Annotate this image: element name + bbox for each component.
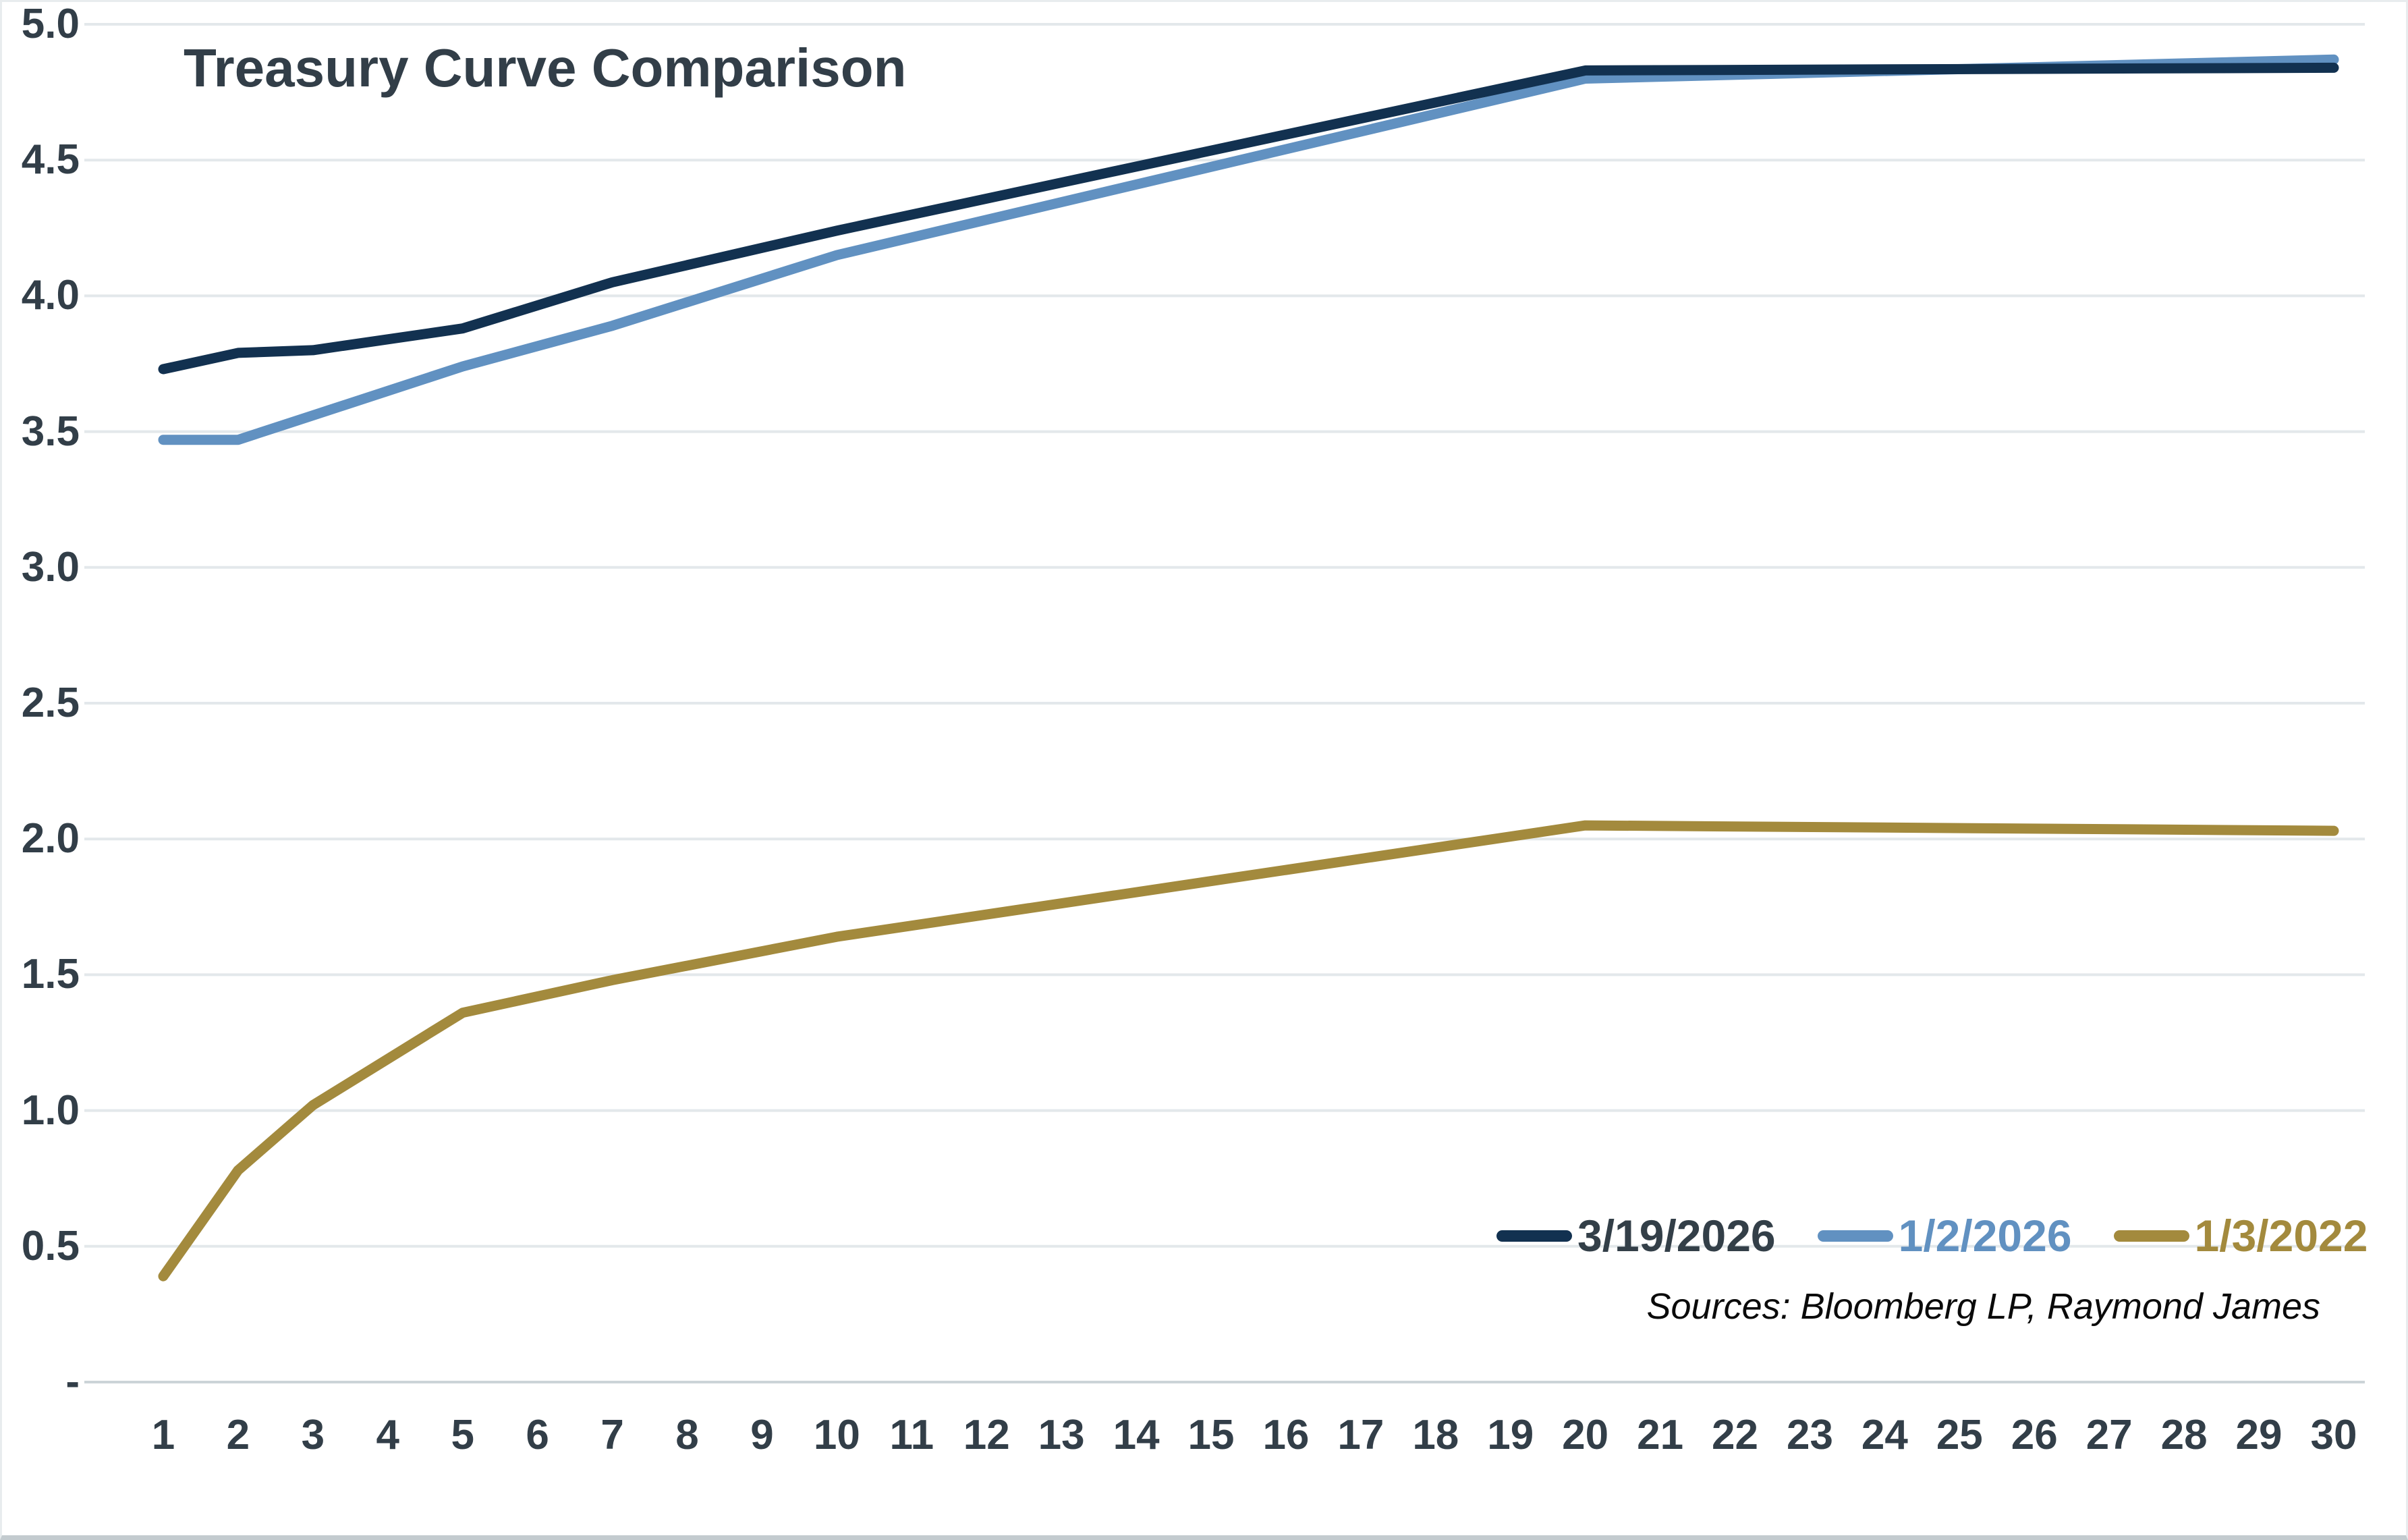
x-tick-14: 14 [1113,1412,1160,1458]
legend-swatch-1/3/2022 [2113,1230,2189,1242]
legend-label-1/2/2026: 1/2/2026 [1898,1211,2072,1261]
x-tick-21: 21 [1637,1412,1684,1458]
x-tick-4: 4 [376,1412,400,1458]
y-tick-5.0: 5.0 [21,1,80,47]
x-tick-9: 9 [750,1412,774,1458]
source-note: Sources: Bloomberg LP, Raymond James [1646,1286,2321,1327]
gridlines [84,23,2365,1383]
x-tick-22: 22 [1712,1412,1758,1458]
x-tick-5: 5 [451,1412,474,1458]
y-tick--: - [65,1358,80,1405]
legend-item-3/19/2026: 3/19/2026 [1496,1213,1776,1258]
chart-title: Treasury Curve Comparison [184,38,907,98]
x-tick-23: 23 [1786,1412,1833,1458]
x-tick-13: 13 [1038,1412,1085,1458]
x-tick-25: 25 [1936,1412,1983,1458]
x-tick-20: 20 [1562,1412,1609,1458]
legend-swatch-1/2/2026 [1817,1230,1893,1242]
x-tick-17: 17 [1337,1412,1384,1458]
legend: 3/19/2026 1/2/2026 1/3/2022 [1496,1213,2368,1258]
legend-label-1/3/2022: 1/3/2022 [2194,1211,2368,1261]
legend-item-1/3/2022: 1/3/2022 [2113,1211,2368,1261]
x-tick-29: 29 [2235,1412,2283,1458]
y-tick-4.0: 4.0 [21,272,80,319]
x-tick-1: 1 [151,1412,175,1458]
x-tick-15: 15 [1187,1412,1235,1458]
x-tick-3: 3 [301,1412,325,1458]
x-tick-16: 16 [1262,1412,1310,1458]
x-tick-2: 2 [226,1412,250,1458]
x-tick-28: 28 [2160,1412,2208,1458]
legend-swatch-3/19/2026 [1496,1230,1572,1242]
x-tick-27: 27 [2085,1412,2133,1458]
y-tick-1.5: 1.5 [21,951,80,998]
x-tick-8: 8 [675,1412,699,1458]
x-tick-19: 19 [1487,1412,1534,1458]
y-tick-0.5: 0.5 [21,1222,80,1269]
line-1/2/2026 [158,54,2339,445]
x-tick-18: 18 [1412,1412,1459,1458]
x-tick-12: 12 [963,1412,1010,1458]
y-tick-2.5: 2.5 [21,680,80,726]
y-tick-3.0: 3.0 [21,543,80,590]
line-1/3/2022 [158,820,2339,1282]
y-tick-4.5: 4.5 [21,136,80,184]
y-tick-2.0: 2.0 [21,815,80,862]
series-lines [158,54,2339,1282]
x-tick-24: 24 [1861,1412,1908,1458]
x-tick-10: 10 [813,1412,860,1458]
legend-label-3/19/2026: 3/19/2026 [1577,1211,1776,1261]
x-tick-26: 26 [2011,1412,2058,1458]
x-tick-30: 30 [2310,1412,2357,1458]
x-tick-11: 11 [889,1412,934,1458]
legend-item-1/2/2026: 1/2/2026 [1817,1211,2072,1261]
y-tick-3.5: 3.5 [21,408,80,455]
y-tick-1.0: 1.0 [21,1087,80,1134]
line-3/19/2026 [158,62,2339,375]
x-tick-6: 6 [526,1412,549,1458]
x-tick-7: 7 [600,1412,624,1458]
